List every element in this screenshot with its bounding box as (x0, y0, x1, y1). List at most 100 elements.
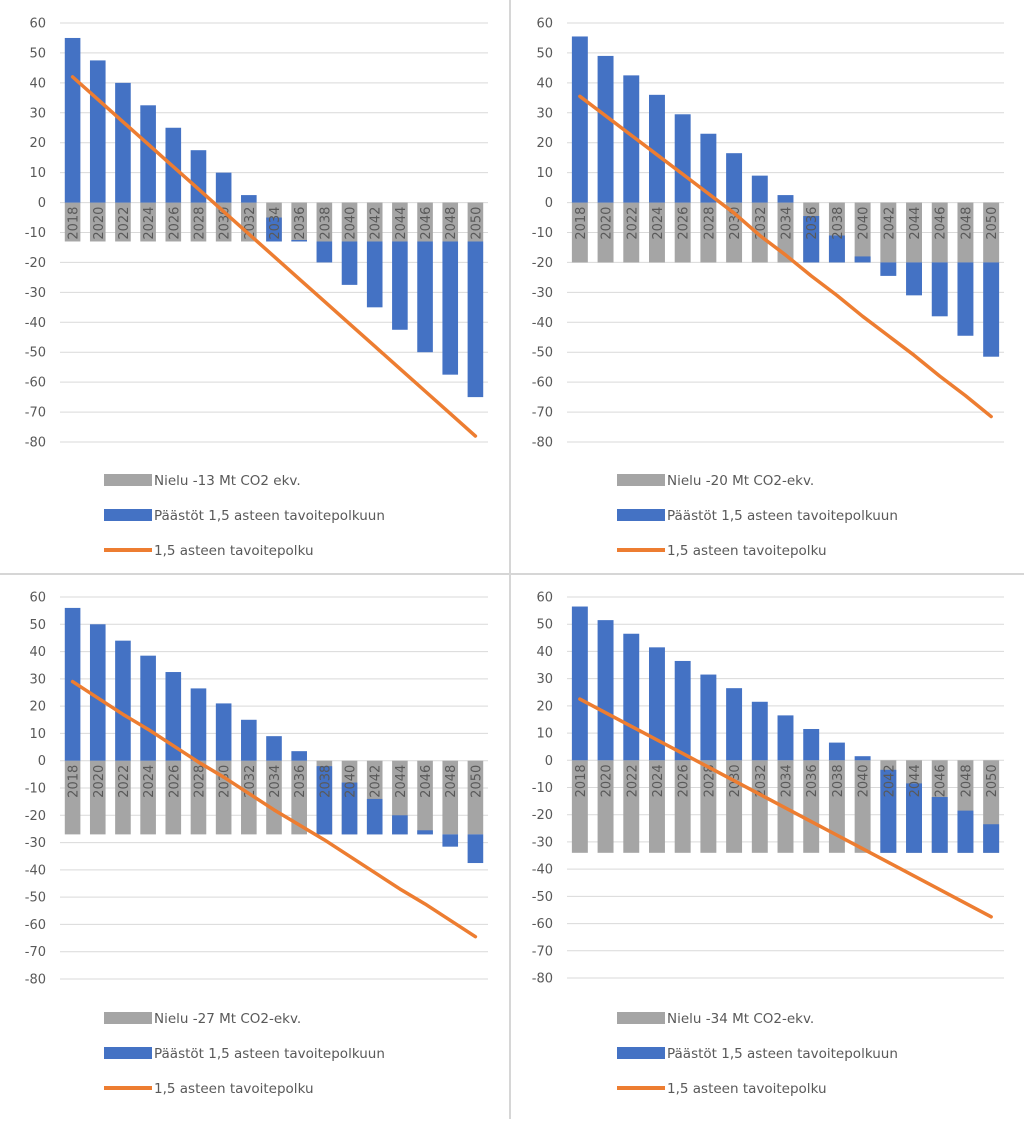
emission-bar (726, 688, 742, 760)
y-tick-label: -80 (532, 972, 553, 987)
y-tick-label: -20 (25, 256, 46, 271)
emission-bar (417, 830, 433, 834)
y-tick-label: 30 (29, 672, 46, 687)
y-tick-label: -40 (25, 863, 46, 878)
y-tick-label: 20 (536, 699, 553, 714)
legend-label: Nielu -34 Mt CO2-ekv. (667, 1011, 814, 1027)
emission-bar (417, 241, 433, 352)
emission-bar (216, 703, 232, 760)
x-tick-label: 2036 (293, 207, 308, 240)
x-tick-label: 2042 (882, 764, 897, 797)
x-tick-label: 2024 (142, 207, 157, 240)
emission-bar (65, 38, 81, 203)
legend-label: Päästöt 1,5 asteen tavoitepolkuun (154, 508, 385, 524)
x-tick-label: 2034 (268, 207, 283, 240)
legend-label: 1,5 asteen tavoitepolku (667, 543, 827, 559)
emission-bar (241, 720, 257, 761)
x-tick-label: 2048 (959, 207, 974, 240)
x-tick-label: 2018 (574, 207, 589, 240)
emission-bar (115, 83, 131, 203)
x-tick-label: 2038 (831, 764, 846, 797)
x-tick-label: 2022 (117, 765, 132, 798)
emission-bar (932, 797, 948, 853)
x-tick-label: 2042 (882, 207, 897, 240)
emission-bar (191, 688, 207, 760)
emission-bar (468, 241, 484, 397)
y-tick-label: 50 (29, 46, 46, 61)
x-tick-label: 2020 (92, 207, 107, 240)
x-tick-label: 2048 (444, 207, 459, 240)
x-tick-label: 2024 (142, 765, 157, 798)
y-tick-label: -50 (25, 346, 46, 361)
x-tick-label: 2050 (985, 207, 1000, 240)
legend-bar-swatch (617, 1012, 665, 1024)
x-tick-label: 2020 (600, 764, 615, 797)
y-tick-label: 50 (536, 618, 553, 633)
x-tick-label: 2026 (677, 764, 692, 797)
emission-bars (572, 36, 999, 356)
x-tick-label: 2040 (344, 207, 359, 240)
emission-bar (778, 195, 794, 202)
x-tick-label: 2038 (318, 765, 333, 798)
x-tick-label: 2022 (625, 764, 640, 797)
emission-bar (572, 607, 588, 761)
emission-bar (317, 241, 333, 262)
legend-bar-swatch (104, 1012, 152, 1024)
y-tick-label: -10 (25, 782, 46, 797)
y-tick-label: -70 (25, 945, 46, 960)
x-tick-label: 2022 (625, 207, 640, 240)
legend-label: Nielu -13 Mt CO2 ekv. (154, 473, 301, 489)
x-tick-label: 2036 (805, 764, 820, 797)
y-tick-label: -70 (25, 406, 46, 421)
x-tick-label: 2050 (985, 764, 1000, 797)
x-tick-label: 2034 (780, 764, 795, 797)
x-tick-label: 2044 (908, 207, 923, 240)
x-tick-label: 2024 (651, 764, 666, 797)
y-tick-label: -30 (25, 836, 46, 851)
legend-label: 1,5 asteen tavoitepolku (154, 543, 314, 559)
x-tick-label: 2026 (167, 207, 182, 240)
legend: Nielu -34 Mt CO2-ekv.Päästöt 1,5 asteen … (617, 1011, 898, 1097)
horizontal-divider (0, 573, 1024, 575)
legend-bar-swatch (104, 1047, 152, 1059)
x-tick-label: 2034 (268, 765, 283, 798)
y-tick-label: -50 (532, 346, 553, 361)
y-tick-label: -10 (532, 226, 553, 241)
y-tick-label: 10 (29, 166, 46, 181)
legend-label: 1,5 asteen tavoitepolku (667, 1081, 827, 1097)
emission-bar (392, 241, 408, 329)
chart-svg: 6050403020100-10-20-30-40-50-60-70-80201… (511, 0, 1024, 573)
y-tick-label: 0 (545, 754, 553, 769)
x-tick-label: 2018 (67, 765, 82, 798)
x-tick-label: 2040 (344, 765, 359, 798)
chart-svg: 6050403020100-10-20-30-40-50-60-70-80201… (0, 0, 509, 573)
y-tick-label: 10 (29, 727, 46, 742)
y-tick-label: 50 (29, 618, 46, 633)
y-tick-label: -10 (25, 226, 46, 241)
emission-bar (442, 241, 458, 374)
x-tick-label: 2024 (651, 207, 666, 240)
y-tick-label: -10 (532, 781, 553, 796)
x-tick-label: 2042 (369, 765, 384, 798)
legend-bar-swatch (617, 474, 665, 486)
y-tick-label: -30 (25, 286, 46, 301)
emission-bar (752, 702, 768, 761)
y-tick-label: -60 (25, 918, 46, 933)
y-tick-label: 0 (38, 754, 46, 769)
emission-bar (140, 105, 156, 202)
x-tick-label: 2028 (192, 207, 207, 240)
x-tick-label: 2046 (934, 207, 949, 240)
emission-bar (367, 799, 383, 834)
emission-bar (115, 641, 131, 761)
x-tick-label: 2038 (831, 207, 846, 240)
emission-bar (752, 176, 768, 203)
emission-bar (932, 262, 948, 316)
emission-bar (572, 36, 588, 202)
emission-bar (675, 114, 691, 202)
y-tick-label: -40 (532, 863, 553, 878)
x-tick-label: 2018 (574, 764, 589, 797)
x-tick-label: 2050 (469, 207, 484, 240)
